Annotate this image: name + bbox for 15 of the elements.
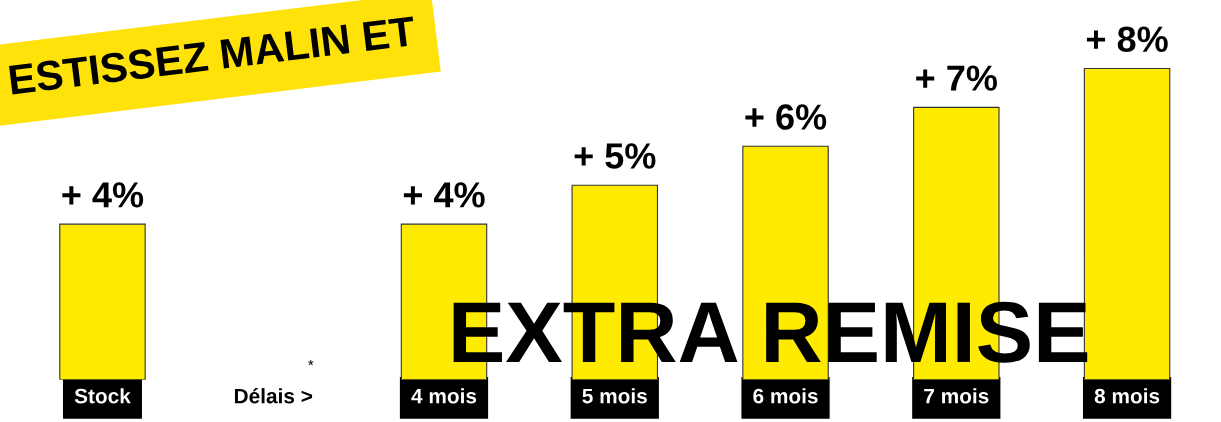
data-label: + 4% bbox=[62, 182, 144, 208]
data-label: + 5% bbox=[574, 143, 656, 169]
data-label: + 8% bbox=[1086, 26, 1168, 53]
data-label: + 7% bbox=[916, 65, 998, 91]
annotation: * bbox=[308, 359, 314, 366]
x-tick-label: 8 mois bbox=[1094, 388, 1160, 404]
x-tick-label: 5 mois bbox=[582, 388, 647, 404]
x-tick-label: 6 mois bbox=[753, 388, 818, 404]
chart-title: ESTISSEZ MALIN ET bbox=[9, 15, 417, 95]
x-tick-label: Stock bbox=[74, 388, 131, 404]
x-tick-label: 4 mois bbox=[411, 388, 477, 404]
x-tick-label: Délais > bbox=[234, 387, 313, 404]
data-label: + 4% bbox=[403, 182, 485, 208]
data-label: + 6% bbox=[745, 104, 827, 130]
x-tick-label: 7 mois bbox=[924, 388, 989, 404]
